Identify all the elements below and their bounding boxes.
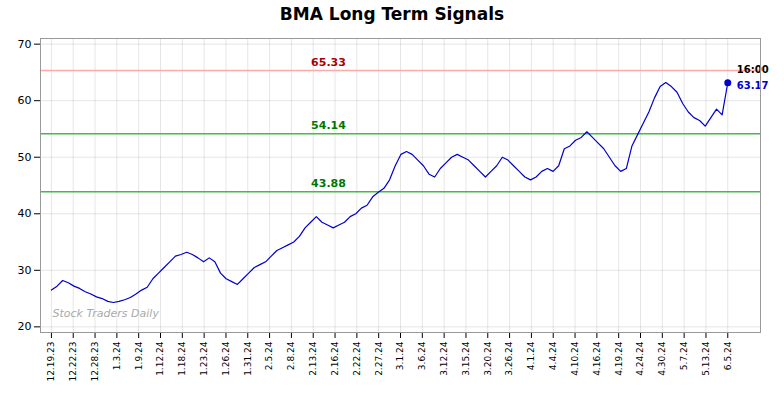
html-text:BMA Long Term Signals: BMA Long Term Signals [279, 4, 505, 24]
svg-text:70: 70 [18, 38, 32, 51]
svg-text:1.18.24: 1.18.24 [177, 341, 187, 376]
svg-text:4.10.24: 4.10.24 [570, 341, 580, 376]
svg-text:30: 30 [18, 264, 32, 277]
svg-text:16:00: 16:00 [737, 64, 769, 75]
svg-text:2.5.24: 2.5.24 [264, 341, 274, 370]
svg-text:54.14: 54.14 [311, 119, 346, 132]
svg-text:5.7.24: 5.7.24 [679, 341, 689, 370]
svg-text:1.12.24: 1.12.24 [155, 341, 165, 376]
svg-text:3.26.24: 3.26.24 [504, 341, 514, 376]
svg-text:3.20.24: 3.20.24 [483, 341, 493, 376]
svg-text:20: 20 [18, 320, 32, 333]
svg-text:4.30.24: 4.30.24 [657, 341, 667, 376]
svg-text:4.4.24: 4.4.24 [548, 341, 558, 370]
svg-text:3.1.24: 3.1.24 [395, 341, 405, 370]
svg-text:2.13.24: 2.13.24 [308, 341, 318, 376]
svg-text:5.13.24: 5.13.24 [701, 341, 711, 376]
svg-text:1.9.24: 1.9.24 [134, 341, 144, 370]
svg-text:12.22.23: 12.22.23 [68, 342, 78, 382]
svg-text:50: 50 [18, 151, 32, 164]
svg-text:3.6.24: 3.6.24 [417, 341, 427, 370]
svg-text:2.27.24: 2.27.24 [374, 341, 384, 376]
svg-text:12.19.23: 12.19.23 [46, 342, 56, 382]
svg-text:60: 60 [18, 94, 32, 107]
svg-text:Stock Traders Daily: Stock Traders Daily [53, 307, 160, 320]
svg-text:2.16.24: 2.16.24 [330, 341, 340, 376]
svg-text:40: 40 [18, 207, 32, 220]
svg-text:4.16.24: 4.16.24 [592, 341, 602, 376]
svg-text:43.88: 43.88 [311, 177, 346, 190]
svg-text:4.1.24: 4.1.24 [526, 341, 536, 370]
svg-text:1.3.24: 1.3.24 [112, 341, 122, 370]
svg-text:12.28.23: 12.28.23 [90, 342, 100, 382]
svg-text:3.15.24: 3.15.24 [461, 341, 471, 376]
svg-text:4.24.24: 4.24.24 [635, 341, 645, 376]
svg-text:2.8.24: 2.8.24 [286, 341, 296, 370]
svg-text:65.33: 65.33 [311, 56, 346, 69]
svg-text:6.5.24: 6.5.24 [723, 341, 733, 370]
svg-text:1.31.24: 1.31.24 [243, 341, 253, 376]
svg-text:3.12.24: 3.12.24 [439, 341, 449, 376]
svg-text:1.26.24: 1.26.24 [221, 341, 231, 376]
svg-text:1.23.24: 1.23.24 [199, 341, 209, 376]
svg-text:4.19.24: 4.19.24 [614, 341, 624, 376]
svg-text:2.22.24: 2.22.24 [352, 341, 362, 376]
svg-text:63.17: 63.17 [737, 80, 769, 91]
